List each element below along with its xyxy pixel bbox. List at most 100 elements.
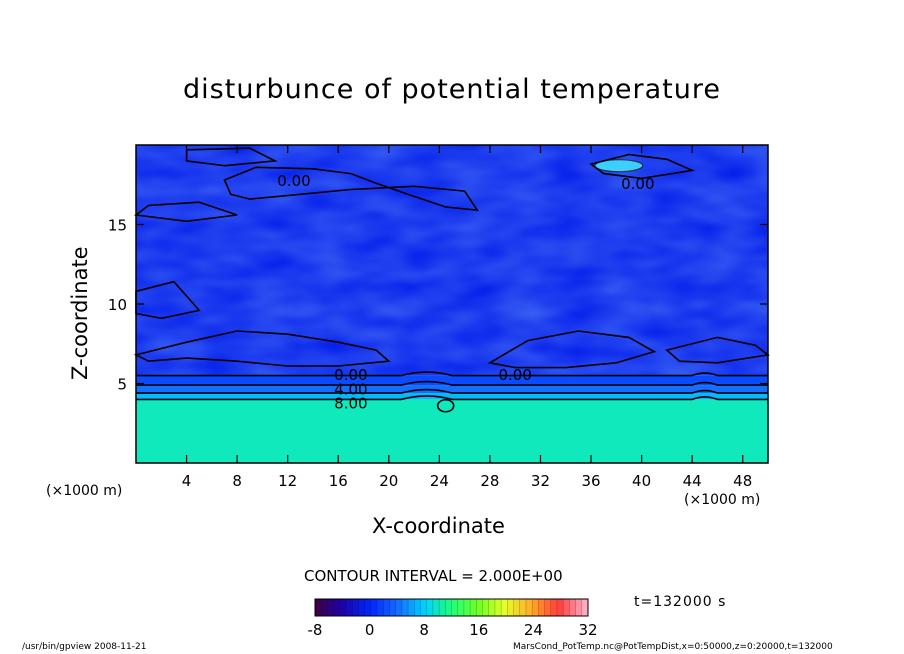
contour-label-5: 8.00 <box>334 395 367 413</box>
time-label: t=132000 s <box>634 594 727 610</box>
x-tick-label-16: 16 <box>329 472 348 490</box>
x-tick-label-32: 32 <box>531 472 550 490</box>
contour-lines <box>133 147 770 413</box>
contour-interval-label: CONTOUR INTERVAL = 2.000E+00 <box>304 567 563 585</box>
colorbar-cell-3 <box>333 599 341 616</box>
contour-closed-0 <box>223 166 479 212</box>
x-tick-label-36: 36 <box>581 472 600 490</box>
x-ticks: 4 8 12 16 20 24 28 32 36 40 44 48 <box>182 145 752 490</box>
x-tick-label-44: 44 <box>683 472 702 490</box>
colorbar-cell-18 <box>426 599 434 616</box>
colorbar-cell-16 <box>414 599 421 616</box>
x-unit-label-right: (×1000 m) <box>684 492 761 508</box>
colorbar-cell-12 <box>389 599 397 616</box>
colorbar-cell-31 <box>507 599 515 616</box>
contour-labels: 0.00 0.000.00 0.004.008.00 <box>277 172 654 413</box>
colorbar-cell-5 <box>346 599 353 616</box>
colorbar-cell-17 <box>420 599 428 616</box>
contour-line-0 <box>136 371 768 377</box>
colorbar-cell-39 <box>556 599 564 616</box>
colorbar-cell-25 <box>470 599 477 616</box>
x-tick-label-8: 8 <box>232 472 242 490</box>
colorbar-cell-15 <box>408 599 415 616</box>
colorbar-cell-22 <box>451 599 459 616</box>
footer-left-text: /usr/bin/gpview 2008-11-21 <box>22 642 147 652</box>
colorbar-cell-4 <box>339 599 347 616</box>
contour-label-0: 0.00 <box>277 172 310 190</box>
y-tick-label-15: 15 <box>108 217 127 235</box>
colorbar-cell-11 <box>383 599 390 616</box>
x-tick-label-12: 12 <box>278 472 297 490</box>
colorbar-cell-2 <box>327 599 335 616</box>
colorbar-tick-label-24: 24 <box>524 621 543 639</box>
colorbar-tick-label-16: 16 <box>469 621 488 639</box>
colorbar-cell-36 <box>538 599 546 616</box>
colorbar-tick-label--8: -8 <box>308 621 323 639</box>
field-texture <box>136 145 768 376</box>
colorbar-cell-34 <box>525 599 533 616</box>
x-unit-label-left: (×1000 m) <box>46 483 123 499</box>
footer-right-text: MarsCond_PotTemp.nc@PotTempDist,x=0:5000… <box>513 642 833 652</box>
colorbar-cell-27 <box>482 599 490 616</box>
x-axis-label: X-coordinate <box>372 514 505 538</box>
contour-label-1: 0.00 <box>621 175 654 193</box>
x-tick-label-48: 48 <box>733 472 752 490</box>
y-ticks: 5 10 15 <box>108 217 768 394</box>
colorbar-cell-21 <box>445 599 452 616</box>
y-tick-label-10: 10 <box>108 296 127 314</box>
x-tick-label-20: 20 <box>379 472 398 490</box>
contour-closed-2 <box>487 330 657 369</box>
colorbar-cell-9 <box>370 599 378 616</box>
contour-closed-warm <box>436 398 455 413</box>
contour-closed-1 <box>133 330 391 367</box>
colorbar-cell-40 <box>563 599 570 616</box>
x-tick-label-28: 28 <box>480 472 499 490</box>
colorbar-cell-1 <box>321 599 328 616</box>
chart-title: disturbunce of potential temperature <box>183 74 721 105</box>
colorbar-cell-35 <box>532 599 539 616</box>
colorbar-cell-43 <box>581 599 589 616</box>
x-tick-label-40: 40 <box>632 472 651 490</box>
colorbar: -8 0 8 16 24 32 <box>308 598 598 639</box>
field-band-2 <box>136 385 768 394</box>
colorbar-cell-0 <box>315 599 322 616</box>
contour-label-2: 0.00 <box>334 366 367 384</box>
colorbar-frame <box>314 598 589 617</box>
colorbar-cell-13 <box>395 599 403 616</box>
colorbar-cell-28 <box>488 599 496 616</box>
contour-line-3 <box>136 395 768 401</box>
contour-label-4: 4.00 <box>334 380 367 398</box>
colorbar-cell-38 <box>550 599 558 616</box>
x-tick-label-4: 4 <box>182 472 192 490</box>
colorbar-tick-label-32: 32 <box>578 621 597 639</box>
colorbar-cell-26 <box>476 599 484 616</box>
contour-label-3: 0.00 <box>498 366 531 384</box>
x-tick-label-24: 24 <box>430 472 449 490</box>
colorbar-cell-32 <box>513 599 521 616</box>
colorbar-cell-30 <box>501 599 508 616</box>
colorbar-cell-19 <box>432 599 440 616</box>
colorbar-cell-29 <box>494 599 502 616</box>
colorbar-cell-10 <box>377 599 384 616</box>
contour-closed-4 <box>133 201 238 223</box>
contour-closed-6 <box>589 153 696 180</box>
colorbar-cell-14 <box>401 599 409 616</box>
colorbar-cell-33 <box>519 599 527 616</box>
field-band-1 <box>136 393 768 400</box>
mottle-layer <box>136 145 768 376</box>
contour-line-1 <box>136 380 768 386</box>
field-band-3 <box>136 375 768 386</box>
colorbar-tick-label-8: 8 <box>419 621 429 639</box>
colorbar-cell-41 <box>569 599 577 616</box>
colorbar-tick-label-0: 0 <box>365 621 375 639</box>
colorbar-cell-20 <box>439 599 446 616</box>
y-tick-label-5: 5 <box>117 376 127 394</box>
contour-line-2 <box>136 388 768 394</box>
colorbar-cell-7 <box>358 599 366 616</box>
colorbar-cell-42 <box>575 599 583 616</box>
colorbar-cell-24 <box>463 599 471 616</box>
colorbar-cell-37 <box>544 599 552 616</box>
contour-closed-7 <box>185 147 278 167</box>
colorbar-cell-8 <box>364 599 372 616</box>
